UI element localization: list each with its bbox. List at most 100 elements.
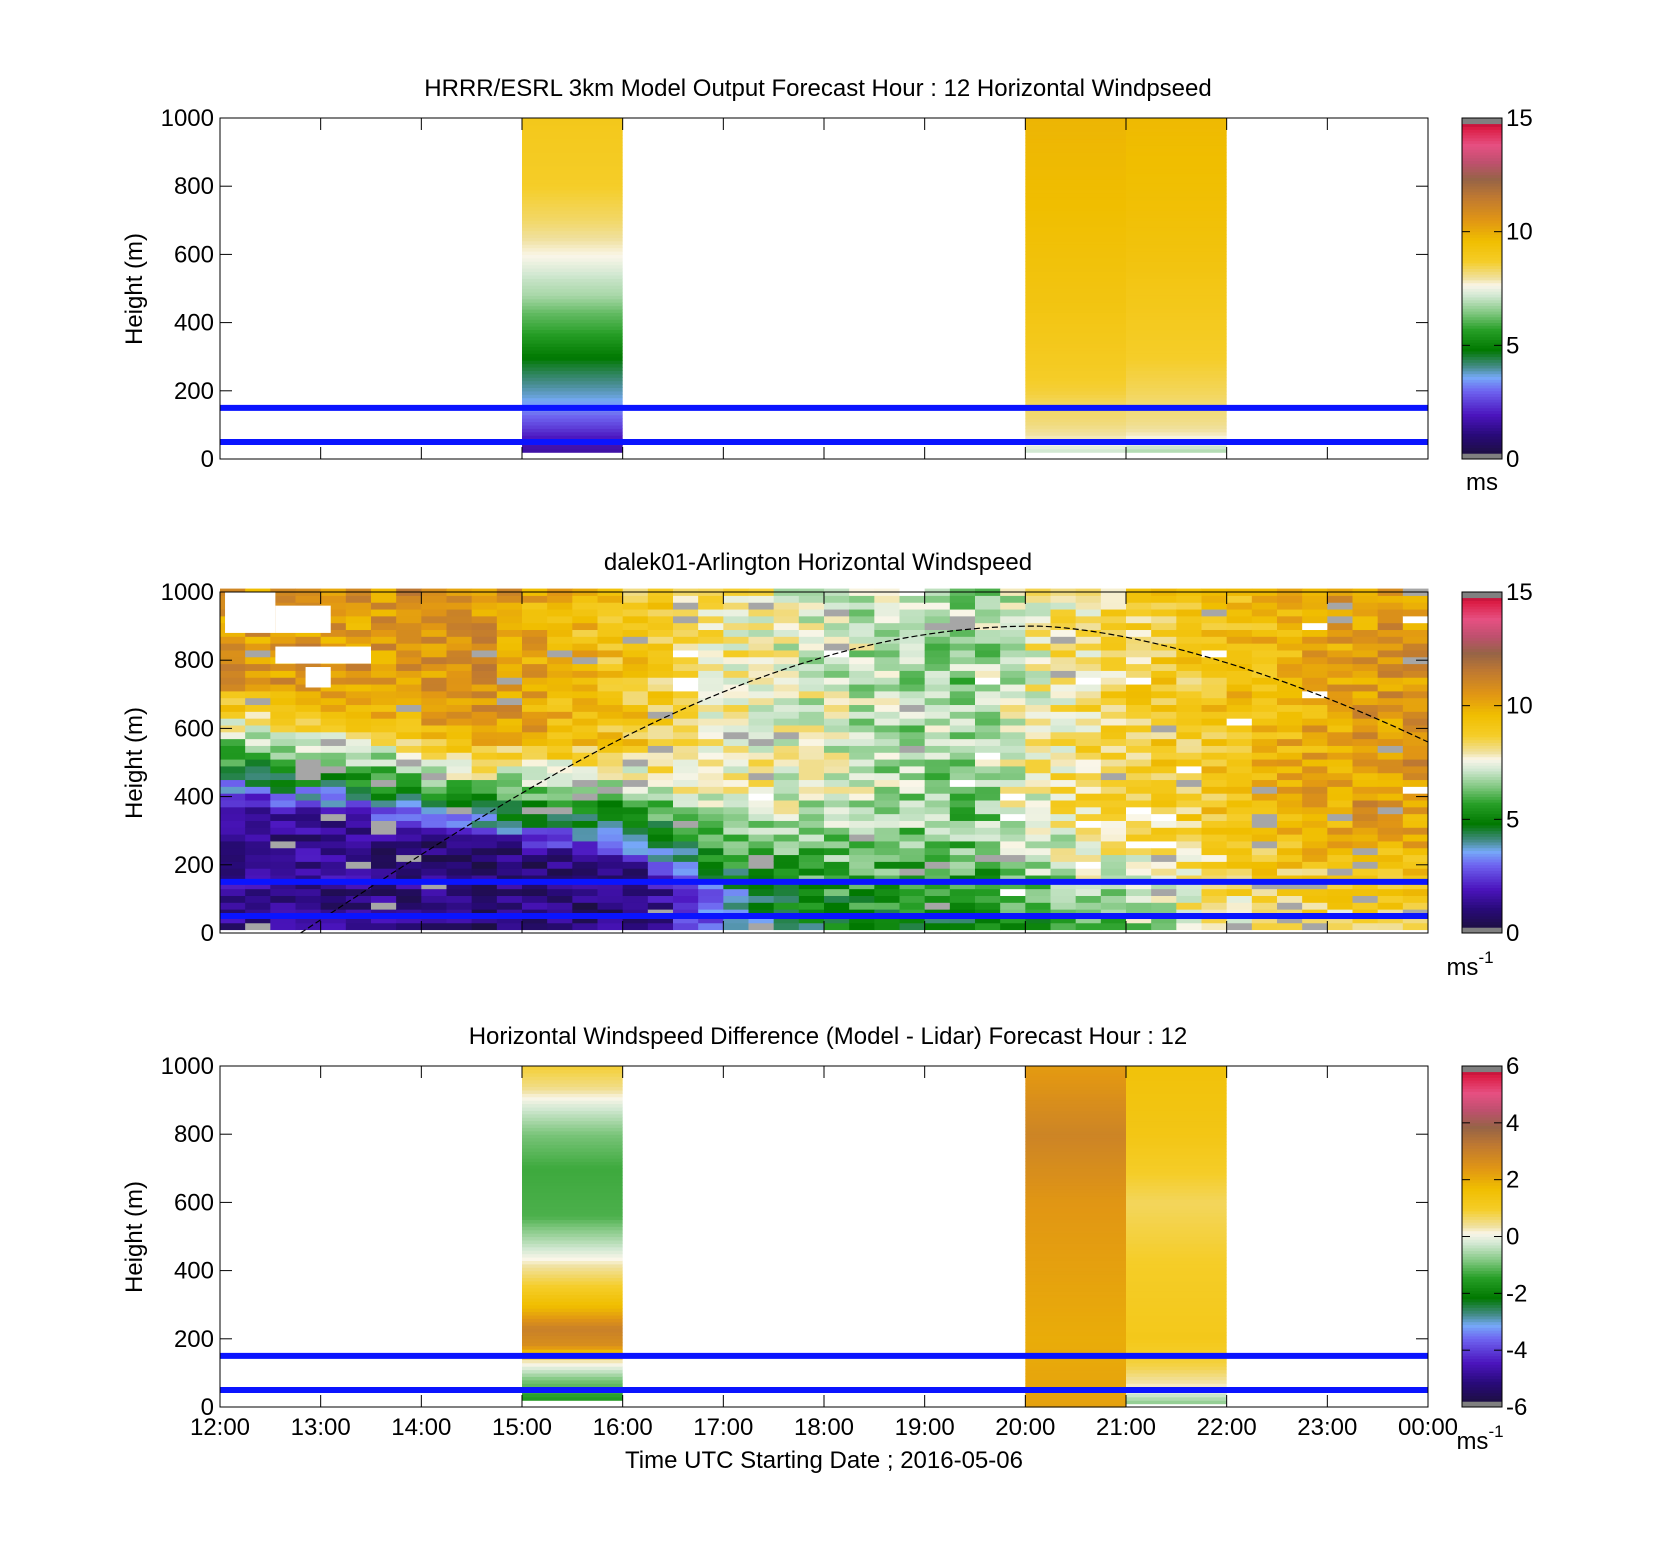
heatmap-cell (622, 813, 649, 821)
heatmap-cell (1025, 1171, 1126, 1176)
heatmap-cell (975, 663, 1001, 671)
heatmap-cell (522, 305, 623, 310)
heatmap-cell (874, 875, 900, 883)
heatmap-cell (874, 847, 900, 856)
colorbar-segment (1462, 288, 1502, 292)
colorbar-segment (1462, 788, 1502, 792)
heatmap-cell (421, 718, 447, 726)
heatmap-cell (1176, 861, 1202, 869)
panel-model-ylabel: Height (m) (121, 233, 148, 345)
colorbar-segment (1462, 351, 1502, 355)
heatmap-cell (1226, 820, 1253, 828)
heatmap-cell (622, 895, 649, 903)
heatmap-cell (245, 636, 271, 644)
heatmap-cell (220, 779, 246, 787)
heatmap-cell (924, 847, 951, 856)
heatmap-cell (1377, 813, 1404, 821)
heatmap-cell (320, 895, 347, 903)
heatmap-cell (798, 704, 825, 712)
heatmap-cell (924, 759, 951, 767)
colorbar-segment (1462, 422, 1502, 426)
heatmap-cell (572, 875, 598, 883)
heatmap-cell (1201, 909, 1228, 917)
heatmap-cell (824, 779, 850, 787)
heatmap-cell (1176, 718, 1202, 726)
heatmap-cell (975, 922, 1001, 931)
colorbar-segment (1462, 1389, 1502, 1394)
heatmap-cell (748, 615, 775, 624)
heatmap-cell (522, 1233, 623, 1238)
heatmap-cell (849, 820, 875, 828)
heatmap-cell (1025, 1086, 1126, 1091)
heatmap-cell (899, 772, 926, 781)
heatmap-cell (245, 629, 271, 637)
heatmap-cell (270, 793, 296, 801)
colorbar-segment (1462, 1304, 1502, 1308)
colorbar-segment (1462, 594, 1502, 599)
heatmap-cell (1201, 915, 1228, 924)
heatmap-cell (1025, 264, 1126, 269)
colorbar-segment (1462, 299, 1502, 304)
heatmap-cell (1025, 1294, 1126, 1299)
heatmap-cell (1000, 752, 1026, 760)
heatmap-cell (899, 786, 926, 794)
heatmap-cell (1126, 1304, 1227, 1309)
colorbar-segment (1462, 245, 1502, 250)
heatmap-cell (572, 745, 598, 753)
colorbar-segment (1462, 177, 1502, 181)
heatmap-cell (522, 1256, 623, 1261)
heatmap-cell (1126, 1144, 1227, 1149)
heatmap-cell (421, 602, 447, 610)
heatmap-cell (446, 724, 473, 733)
colorbar-segment (1462, 819, 1502, 823)
heatmap-cell (1000, 827, 1026, 835)
heatmap-cell (698, 697, 724, 706)
heatmap-cell (1126, 360, 1227, 365)
y-tick-label: 1000 (161, 1053, 214, 1080)
heatmap-cell (899, 915, 926, 924)
heatmap-cell (1126, 203, 1227, 208)
colorbar-segment (1462, 1159, 1502, 1164)
heatmap-cell (1025, 1369, 1126, 1374)
heatmap-cell (1100, 724, 1127, 733)
heatmap-cell (673, 820, 699, 828)
heatmap-cell (1000, 834, 1026, 842)
heatmap-cell (673, 649, 699, 658)
heatmap-cell (1126, 186, 1227, 191)
heatmap-cell (522, 322, 623, 327)
heatmap-cell (1226, 636, 1253, 644)
heatmap-cell (522, 411, 623, 416)
panel-model-xticks (219, 118, 1429, 459)
colorbar-segment (1462, 194, 1502, 198)
heatmap-cell (396, 765, 422, 774)
heatmap-cell (748, 718, 775, 726)
heatmap-cell (1226, 718, 1253, 726)
heatmap-cell (1352, 677, 1379, 685)
heatmap-cell (245, 868, 271, 876)
heatmap-cell (1126, 779, 1152, 787)
heatmap-cell (1176, 915, 1202, 924)
heatmap-cell (1277, 609, 1303, 617)
heatmap-cell (924, 643, 951, 651)
heatmap-cell (1100, 663, 1127, 671)
heatmap-cell (1176, 820, 1202, 828)
heatmap-cell (1126, 394, 1227, 399)
heatmap-cell (320, 854, 347, 862)
heatmap-cell (924, 629, 951, 637)
heatmap-cell (446, 922, 473, 931)
heatmap-cell (949, 759, 976, 767)
heatmap-cell (1402, 779, 1429, 787)
heatmap-cell (1402, 636, 1429, 644)
heatmap-cell (647, 622, 674, 631)
heatmap-cell (446, 854, 473, 862)
heatmap-cell (1377, 731, 1404, 740)
heatmap-cell (647, 820, 674, 828)
heatmap-cell (1025, 1175, 1126, 1180)
heatmap-cell (522, 1267, 623, 1272)
heatmap-cell (798, 670, 825, 678)
heatmap-cell (522, 1209, 623, 1214)
heatmap-cell (1075, 609, 1102, 617)
heatmap-cell (1126, 1209, 1227, 1214)
heatmap-cell (622, 820, 649, 828)
heatmap-cell (899, 718, 926, 726)
